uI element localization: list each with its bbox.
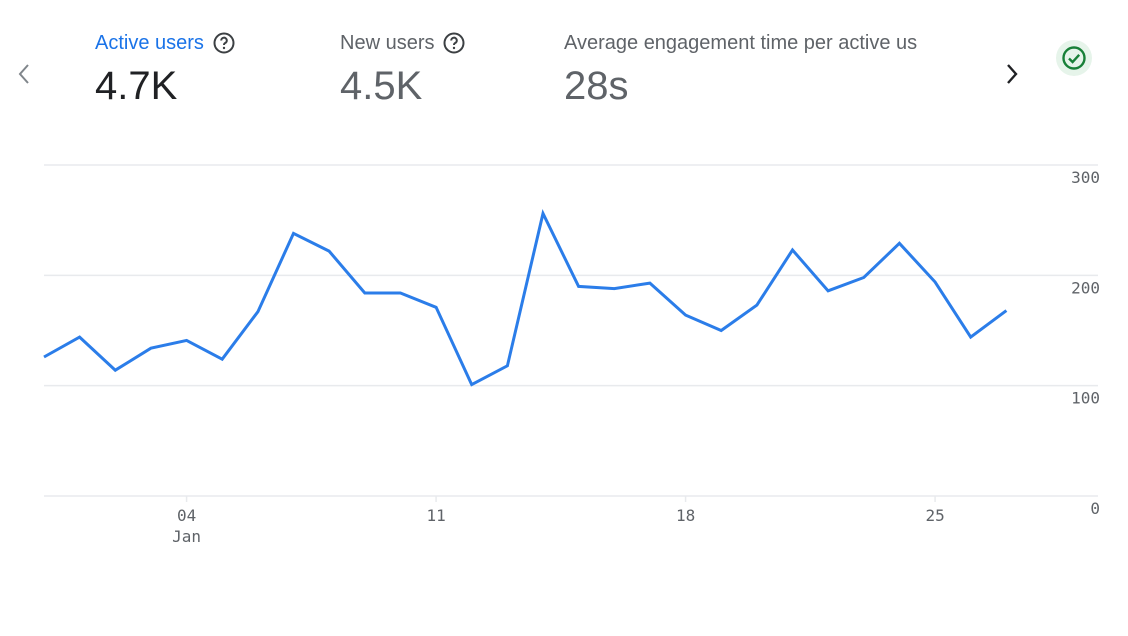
metric-label: New users — [340, 31, 435, 54]
chevron-right-icon — [1007, 64, 1018, 84]
metric-label: Active users — [95, 31, 204, 54]
x-tick-label: 11 — [426, 506, 445, 525]
next-metrics-button[interactable] — [996, 54, 1028, 94]
help-circle-icon[interactable] — [212, 31, 236, 55]
x-tick-sublabel: Jan — [172, 527, 201, 546]
metric-card-active-users[interactable]: Active users 4.7K — [95, 30, 236, 110]
x-axis-ticks: 04 Jan 11 18 25 — [172, 496, 945, 546]
chart-grid — [44, 164, 1098, 497]
chevron-left-icon — [18, 64, 29, 84]
x-tick-label: 18 — [676, 506, 695, 525]
metric-card-avg-engagement-time[interactable]: Average engagement time per active us 28… — [564, 30, 994, 110]
y-axis-ticks: 0 100 200 300 — [1071, 168, 1100, 518]
series-layer — [43, 209, 1008, 387]
status-badge[interactable] — [1056, 40, 1092, 76]
series-line-active-users — [43, 209, 1008, 387]
metric-label: Average engagement time per active us — [564, 31, 918, 54]
y-tick-label: 200 — [1071, 278, 1100, 297]
metric-card-new-users[interactable]: New users 4.5K — [340, 30, 466, 110]
check-circle-icon — [1062, 46, 1086, 70]
metric-value: 4.7K — [95, 64, 178, 108]
x-tick-label: 25 — [925, 506, 944, 525]
x-tick-label: 04 — [177, 506, 196, 525]
y-tick-label: 100 — [1071, 389, 1100, 408]
y-tick-label: 0 — [1090, 499, 1100, 518]
y-tick-label: 300 — [1071, 168, 1100, 187]
previous-metrics-button[interactable] — [8, 54, 40, 94]
metric-value: 28s — [564, 64, 629, 108]
metric-value: 4.5K — [340, 64, 423, 108]
help-circle-icon[interactable] — [442, 31, 466, 55]
